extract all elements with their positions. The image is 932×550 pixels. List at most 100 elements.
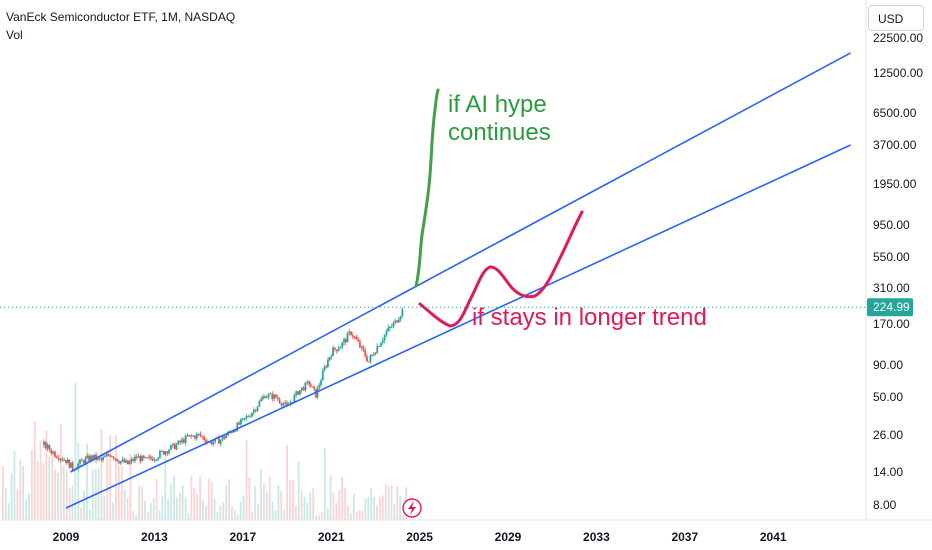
volume-bar [132, 511, 135, 520]
candle-body [286, 402, 288, 406]
candle-body [337, 348, 340, 352]
volume-bar [10, 473, 13, 520]
volume-bar [48, 455, 51, 520]
volume-bar [57, 472, 59, 520]
volume-bar [364, 498, 367, 520]
candle-body [397, 319, 400, 323]
volume-bar [170, 483, 172, 520]
price-axis[interactable]: 22500.00 12500.00 6500.00 3700.00 1950.00 950… [873, 31, 923, 512]
candle-body [43, 441, 45, 445]
candle-body [199, 433, 202, 437]
volume-bar [112, 502, 114, 520]
volume-bar [390, 484, 393, 520]
volume-bar [294, 505, 297, 520]
volume-bar [167, 498, 170, 520]
candle-body [177, 440, 180, 445]
volume-bar [97, 467, 100, 520]
candle-body [304, 382, 307, 391]
candle-body [260, 398, 263, 402]
price-tick-label: 22500.00 [873, 31, 923, 45]
volume-bar [60, 424, 62, 520]
volume-bar [33, 421, 36, 520]
annotation-ai-hype-line1: if AI hype [448, 91, 547, 118]
candle-body [249, 416, 252, 418]
volume-bar [245, 439, 248, 520]
volume-bar [173, 475, 175, 520]
volume-label: Vol [6, 28, 23, 42]
candle-body [360, 346, 363, 348]
volume-bar [283, 509, 286, 520]
candle-body [125, 460, 128, 463]
candle-body [284, 402, 287, 404]
candle-body [265, 396, 268, 399]
candle-body [346, 333, 349, 343]
volume-bar [36, 460, 39, 520]
candle-body [293, 394, 296, 403]
price-tick-label: 550.00 [873, 250, 910, 264]
volume-bar [68, 488, 71, 520]
candle-body [353, 336, 356, 338]
volume-bar [321, 511, 323, 520]
candle-body [376, 346, 379, 354]
volume-bar [28, 492, 30, 520]
volume-bar [115, 435, 117, 520]
candle-body [369, 355, 372, 362]
candle-body [170, 445, 172, 450]
candle-body [54, 451, 56, 457]
candle-body [321, 370, 324, 381]
volume-bar [141, 486, 143, 520]
volume-bar [207, 478, 210, 520]
volume-bar [4, 488, 7, 520]
time-tick-label: 2009 [53, 530, 80, 544]
volume-bar [254, 486, 257, 520]
candle-body [366, 356, 368, 362]
candle-body [61, 458, 64, 461]
candle-body [275, 394, 277, 398]
candle-body [325, 366, 328, 368]
candle-body [392, 322, 395, 327]
volume-bar [352, 493, 355, 520]
time-tick-label: 2029 [495, 530, 522, 544]
time-axis[interactable]: 2009 2013 2017 2021 2025 2029 2033 2037 2041 [53, 530, 787, 544]
candle-body [267, 394, 270, 397]
candle-body [135, 456, 138, 458]
candle-body [378, 346, 380, 348]
volume-bar [77, 442, 80, 520]
volume-bar [210, 481, 213, 520]
volume-bar [135, 515, 138, 520]
candle-body [52, 451, 55, 454]
volume-bar [315, 515, 317, 520]
volume-bar [16, 488, 19, 520]
candle-body [333, 347, 336, 350]
volume-bar [306, 502, 309, 520]
volume-bar [184, 497, 187, 520]
volume-bar [158, 510, 161, 520]
volume-bar [399, 495, 402, 520]
candle-body [139, 456, 142, 462]
candle-body [84, 457, 87, 464]
candle-body [65, 460, 67, 464]
candle-body [212, 441, 215, 445]
price-tick-label: 1950.00 [873, 177, 917, 191]
volume-bar [118, 465, 120, 520]
volume-bar [300, 490, 303, 520]
currency-button[interactable]: USD [868, 5, 924, 31]
volume-bar [361, 510, 364, 520]
volume-bar [248, 477, 251, 520]
candle-body [238, 422, 241, 425]
volume-bar [379, 496, 381, 520]
candle-body [271, 393, 274, 400]
volume-bar [260, 469, 262, 520]
candle-body [173, 443, 176, 450]
volume-bar [193, 488, 196, 520]
candle-body [50, 449, 53, 454]
volume-bar [292, 479, 294, 520]
candle-body [348, 331, 351, 334]
candle-body [71, 462, 74, 470]
lightning-icon[interactable] [402, 498, 422, 518]
candle-body [112, 456, 115, 459]
candle-body [335, 349, 338, 352]
candle-body [155, 459, 158, 461]
candle-body [118, 461, 120, 464]
